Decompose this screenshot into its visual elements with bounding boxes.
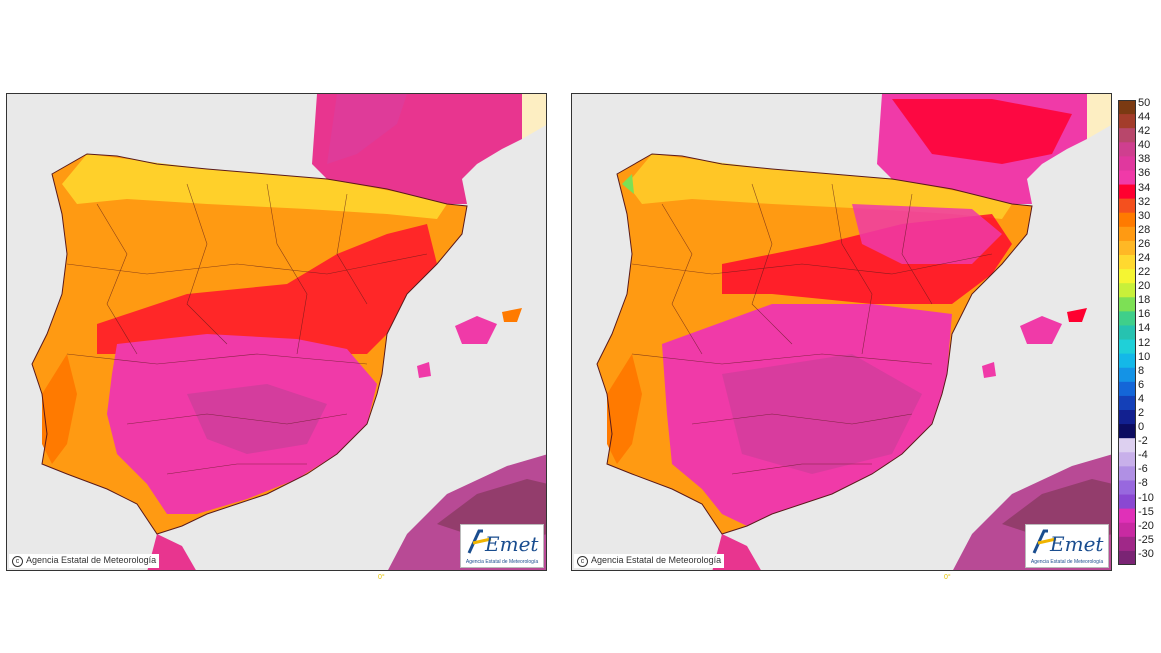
scale-label: 2 — [1138, 407, 1145, 419]
scale-label: -30 — [1138, 547, 1154, 560]
longitude-label-right: 0° — [944, 574, 951, 581]
copyright-notice: c Agencia Estatal de Meteorología — [574, 554, 725, 568]
scale-label: 12 — [1138, 336, 1151, 349]
scale-swatch — [1118, 522, 1136, 538]
scale-swatch — [1118, 508, 1136, 524]
scale-swatch — [1118, 424, 1136, 439]
scale-swatch — [1118, 311, 1136, 326]
scale-swatch — [1118, 283, 1136, 298]
temperature-color-scale — [1118, 100, 1136, 565]
scale-swatch — [1118, 212, 1136, 228]
scale-label: 44 — [1138, 111, 1151, 124]
scale-label: 0 — [1138, 421, 1145, 434]
aemet-logo-mark: Emet — [1032, 529, 1104, 556]
scale-label: 42 — [1138, 125, 1151, 138]
scale-label: 6 — [1138, 378, 1145, 391]
scale-label: 18 — [1138, 294, 1151, 307]
scale-swatch — [1118, 184, 1136, 200]
scale-label: -6 — [1138, 463, 1148, 476]
copyright-notice: c Agencia Estatal de Meteorología — [9, 554, 160, 568]
scale-swatch — [1118, 240, 1136, 256]
scale-swatch — [1118, 339, 1136, 355]
map-graphic-right — [596, 94, 1111, 570]
scale-label: 50 — [1138, 97, 1151, 109]
map-graphic-left — [31, 94, 546, 570]
scale-swatch — [1118, 452, 1136, 467]
copyright-icon: c — [12, 556, 23, 567]
scale-swatch — [1118, 353, 1136, 369]
scale-label: 28 — [1138, 223, 1151, 236]
aemet-logo: Emet Agencia Estatal de Meteorología — [460, 524, 544, 568]
scale-label: -10 — [1138, 491, 1154, 504]
scale-label: 8 — [1138, 364, 1145, 377]
scale-swatch — [1118, 550, 1136, 565]
logo-caption: Agencia Estatal de Meteorología — [1030, 559, 1104, 565]
scale-swatch — [1118, 269, 1136, 284]
scale-swatch — [1118, 536, 1136, 552]
scale-label: 38 — [1138, 153, 1151, 166]
scale-swatch — [1118, 466, 1136, 481]
scale-label: 22 — [1138, 266, 1151, 279]
scale-label: -8 — [1138, 477, 1148, 490]
scale-swatch — [1118, 438, 1136, 453]
scale-label: -2 — [1138, 435, 1148, 448]
scale-swatch — [1118, 410, 1136, 425]
scale-label: 24 — [1138, 252, 1151, 264]
scale-swatch — [1118, 381, 1136, 397]
scale-swatch — [1118, 494, 1136, 510]
scale-swatch — [1118, 480, 1136, 496]
scale-swatch — [1118, 325, 1136, 341]
scale-label: 36 — [1138, 167, 1151, 180]
svg-text:Emet: Emet — [484, 532, 539, 556]
scale-label: 32 — [1138, 195, 1151, 208]
scale-label: 40 — [1138, 139, 1151, 152]
scale-label: 14 — [1138, 322, 1151, 335]
scale-label: -25 — [1138, 533, 1154, 546]
copyright-icon: c — [577, 556, 588, 567]
scale-label: 4 — [1138, 392, 1145, 405]
scale-swatch — [1118, 367, 1136, 383]
aemet-logo: Emet Agencia Estatal de Meteorología — [1025, 524, 1109, 568]
aemet-logo-mark: Emet — [467, 529, 539, 556]
scale-swatch — [1118, 128, 1136, 143]
scale-swatch — [1118, 226, 1136, 242]
scale-swatch — [1118, 170, 1136, 186]
scale-label: -20 — [1138, 519, 1154, 532]
scale-swatch — [1118, 297, 1136, 312]
scale-label: -4 — [1138, 449, 1148, 462]
scale-label: 10 — [1138, 350, 1151, 363]
scale-label: 34 — [1138, 181, 1151, 194]
scale-swatch — [1118, 395, 1136, 411]
scale-swatch — [1118, 255, 1136, 270]
scale-swatch — [1118, 198, 1136, 214]
scale-label: 16 — [1138, 308, 1151, 321]
scale-swatch — [1118, 142, 1136, 157]
scale-border — [1118, 100, 1136, 565]
scale-swatch — [1118, 156, 1136, 171]
scale-swatch — [1118, 114, 1136, 129]
temperature-map-left: c Agencia Estatal de Meteorología Emet Ag… — [6, 93, 547, 571]
scale-swatch — [1118, 100, 1136, 115]
longitude-label-left: 0° — [378, 574, 385, 581]
scale-label: 26 — [1138, 237, 1151, 250]
scale-label: -15 — [1138, 505, 1154, 518]
svg-text:Emet: Emet — [1049, 532, 1104, 556]
logo-caption: Agencia Estatal de Meteorología — [465, 559, 539, 565]
scale-label: 20 — [1138, 280, 1151, 293]
scale-label: 30 — [1138, 209, 1151, 222]
temperature-map-right: c Agencia Estatal de Meteorología Emet Ag… — [571, 93, 1112, 571]
